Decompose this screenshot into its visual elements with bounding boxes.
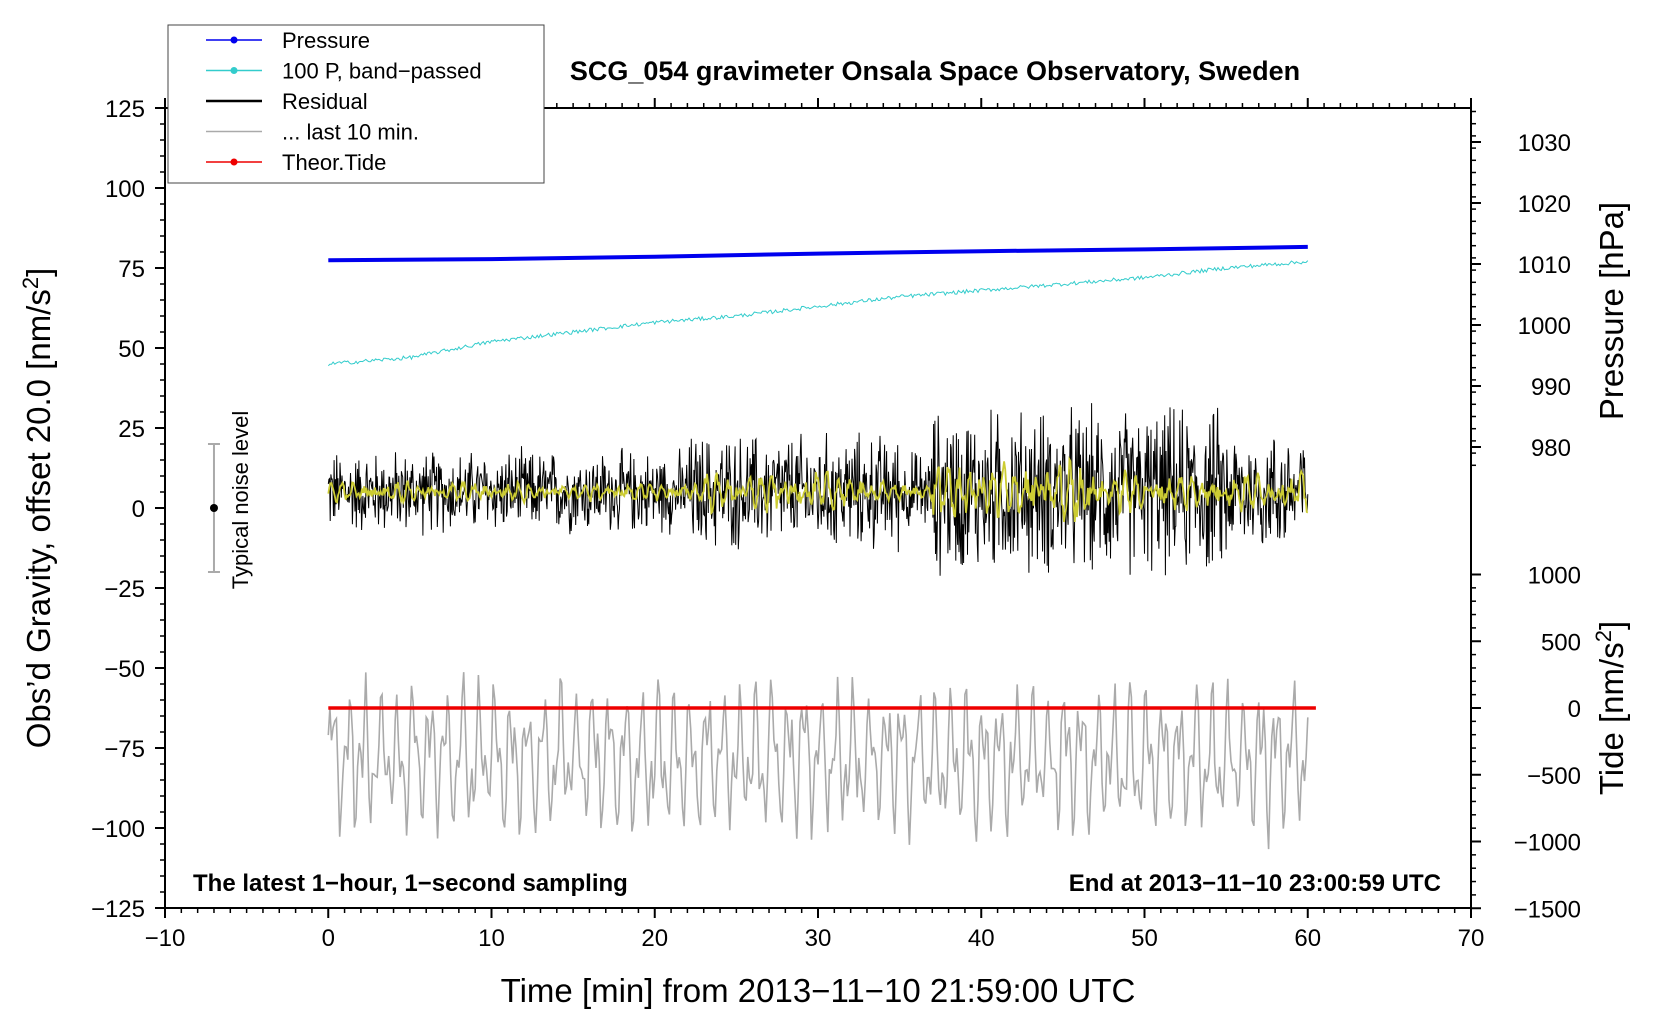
- legend-swatch-marker: [230, 36, 238, 44]
- y-left-tick-label: −25: [104, 576, 145, 603]
- residual-smoothed-series-line: [327, 455, 1309, 523]
- y-axis-title-tide-close: ]: [1593, 621, 1630, 630]
- last-10-min-series-line: [327, 672, 1309, 850]
- pressure-tick-label: 1030: [1518, 130, 1571, 157]
- x-tick-label: 30: [805, 925, 832, 952]
- x-axis-title: Time [min] from 2013−11−10 21:59:00 UTC: [501, 972, 1136, 1009]
- sampling-note: The latest 1−hour, 1−second sampling: [193, 870, 628, 897]
- y-axis-title-tide-sup: 2: [1591, 630, 1616, 642]
- tide-tick-label: 1000: [1528, 563, 1581, 590]
- pressure-series-line: [328, 244, 1308, 263]
- y-left-tick-label: 125: [105, 96, 145, 123]
- x-tick-label: 20: [641, 925, 668, 952]
- legend-entry-label: Residual: [282, 89, 368, 114]
- legend-entry-label: ... last 10 min.: [282, 120, 419, 145]
- x-tick-label: 70: [1458, 925, 1485, 952]
- y-left-tick-label: −125: [91, 896, 145, 923]
- legend-items: Pressure 100 P, band−passed Residual ... la…: [206, 28, 482, 175]
- x-tick-label: 60: [1294, 925, 1321, 952]
- legend-swatch-marker: [230, 67, 238, 74]
- axis-ticks: −10 0 10 20 30 40 50 60 701251007550250−25−50−75…: [91, 96, 1581, 952]
- legend: Pressure 100 P, band−passed Residual ... la…: [167, 24, 545, 184]
- y-left-tick-label: −75: [104, 736, 145, 763]
- residual-series-line: [327, 403, 1309, 576]
- legend-swatch-marker: [230, 158, 238, 166]
- y-axis-title-pressure: Pressure [hPa]: [1593, 202, 1630, 420]
- y-left-tick-label: 50: [118, 336, 145, 363]
- legend-entry-label: Pressure: [282, 28, 370, 53]
- x-tick-label: 10: [478, 925, 505, 952]
- x-tick-label: 0: [322, 925, 335, 952]
- legend-box: [167, 24, 545, 184]
- y-axis-title-left-main: Obs’d Gravity, offset 20.0 [nm/s: [20, 289, 57, 748]
- y-left-tick-label: 75: [118, 256, 145, 283]
- end-time-note: End at 2013−11−10 23:00:59 UTC: [1069, 870, 1441, 897]
- band-passed-series-line: [327, 260, 1309, 367]
- tide-tick-label: −1500: [1514, 896, 1581, 923]
- y-axis-title-tide-main: Tide [nm/s: [1593, 642, 1630, 795]
- y-axis-title-tide: Tide [nm/s2]: [1591, 621, 1630, 795]
- y-axis-title-left-close: ]: [20, 268, 57, 277]
- pressure-tick-label: 1020: [1518, 191, 1571, 218]
- plot-series-layer: [207, 244, 1316, 850]
- tide-tick-label: −500: [1527, 763, 1581, 790]
- pressure-tick-label: 980: [1531, 435, 1571, 462]
- y-left-tick-label: 0: [132, 496, 145, 523]
- pressure-tick-label: 1010: [1518, 252, 1571, 279]
- noise-level-label: Typical noise level: [228, 411, 253, 590]
- tide-tick-label: 500: [1541, 629, 1581, 656]
- pressure-tick-label: 990: [1531, 374, 1571, 401]
- noise-bar-point: [209, 504, 218, 512]
- x-tick-label: −10: [145, 925, 186, 952]
- legend-entry-label: 100 P, band−passed: [282, 59, 482, 84]
- pressure-tick-label: 1000: [1518, 313, 1571, 340]
- y-left-tick-label: −50: [104, 656, 145, 683]
- y-axis-title-left-sup: 2: [18, 277, 43, 289]
- x-tick-label: 40: [968, 925, 995, 952]
- legend-entry-label: Theor.Tide: [282, 150, 386, 175]
- y-left-tick-label: 100: [105, 176, 145, 203]
- y-axis-title-left: Obs’d Gravity, offset 20.0 [nm/s2]: [18, 268, 57, 749]
- tide-tick-label: −1000: [1514, 830, 1581, 857]
- chart-title: SCG_054 gravimeter Onsala Space Observat…: [570, 56, 1300, 86]
- x-tick-label: 50: [1131, 925, 1158, 952]
- y-left-tick-label: 25: [118, 416, 145, 443]
- tide-tick-label: 0: [1568, 696, 1581, 723]
- y-left-tick-label: −100: [91, 816, 145, 843]
